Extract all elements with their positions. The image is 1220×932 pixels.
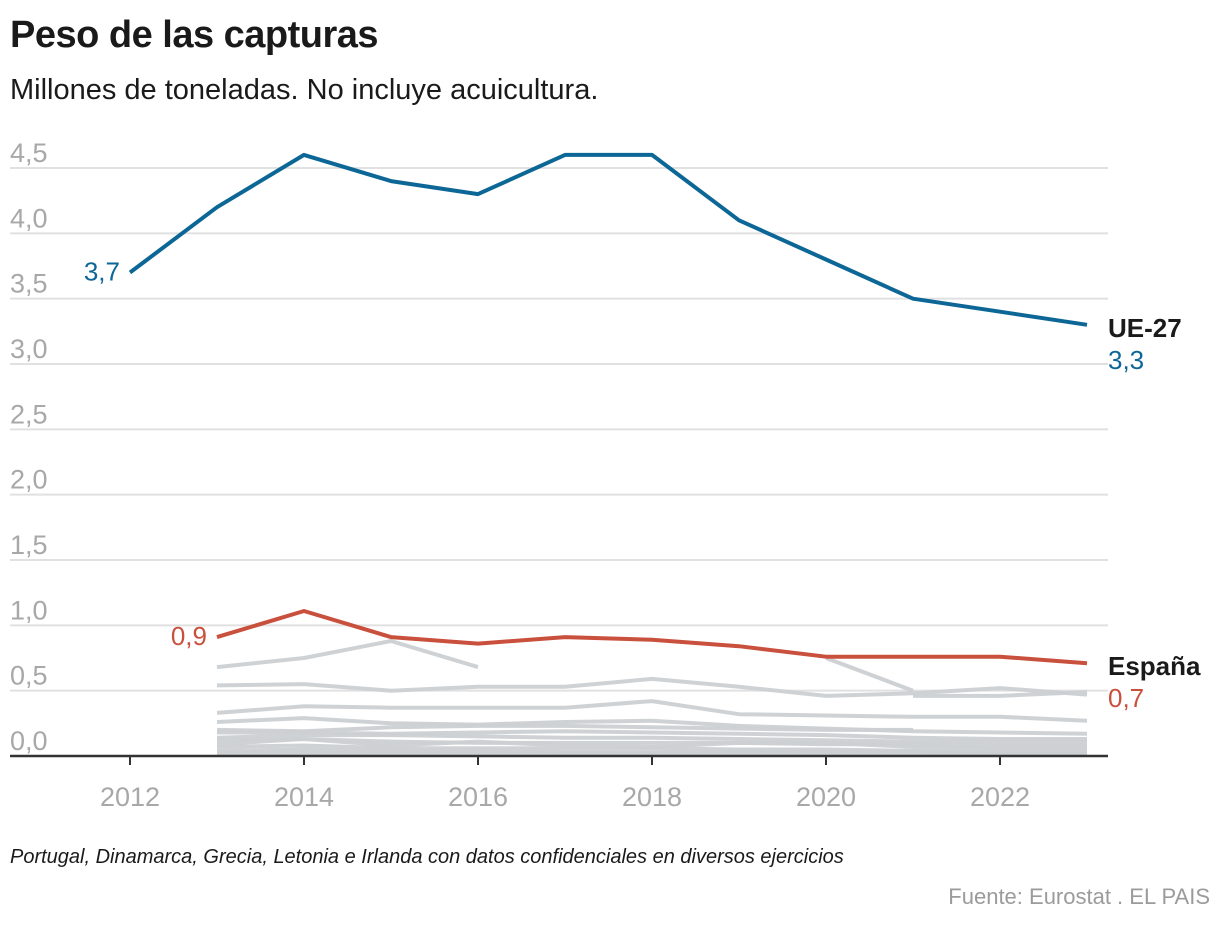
y-tick-label: 2,0 (10, 465, 48, 495)
background-series-line (216, 676, 1088, 698)
y-tick-label: 1,5 (10, 530, 48, 560)
x-axis: 2012 2014 2016 2018 2020 2022 (10, 754, 1108, 812)
x-tick-label: 2012 (100, 782, 160, 812)
background-series-line (825, 656, 914, 693)
end-value-label-ue-27: 3,3 (1108, 345, 1144, 375)
series-line-españa (216, 609, 1088, 666)
series-line-ue-27 (128, 152, 1088, 327)
background-series-line (216, 699, 1088, 723)
y-tick-label: 1,0 (10, 595, 48, 625)
y-tick-label: 4,0 (10, 203, 48, 233)
background-series-line (216, 737, 1087, 748)
background-series-line (216, 733, 1087, 744)
y-tick-label: 3,5 (10, 269, 48, 299)
y-tick-label: 2,5 (10, 399, 48, 429)
x-tick-label: 2014 (274, 782, 334, 812)
gridlines (10, 167, 1108, 692)
y-tick-label: 4,5 (10, 138, 48, 168)
start-value-label-españa: 0,9 (171, 621, 207, 651)
chart-subtitle: Millones de toneladas. No incluye acuicu… (10, 74, 599, 106)
x-tick-label: 2022 (970, 782, 1030, 812)
y-tick-label: 3,0 (10, 334, 48, 364)
y-tick-label: 0,0 (10, 726, 48, 756)
highlight-series (128, 152, 1088, 666)
x-tick-label: 2020 (796, 782, 856, 812)
background-series-line (216, 723, 913, 734)
chart-title: Peso de las capturas (10, 14, 379, 56)
start-value-label-ue-27: 3,7 (84, 257, 120, 287)
end-value-label-españa: 0,7 (1108, 683, 1144, 713)
x-tick-label: 2016 (448, 782, 508, 812)
background-series-line (216, 716, 1088, 736)
series-name-label-ue-27: UE-27 (1108, 313, 1182, 343)
footnote: Portugal, Dinamarca, Grecia, Letonia e I… (10, 846, 844, 868)
background-series-line (913, 690, 1088, 698)
y-axis-tick-labels: 0,0 0,5 1,0 1,5 2,0 2,5 3,0 3,5 4,0 4,5 (10, 138, 48, 756)
source-credit: Fuente: Eurostat . EL PAIS (948, 884, 1210, 909)
x-tick-label: 2018 (622, 782, 682, 812)
y-tick-label: 0,5 (10, 661, 48, 691)
series-name-label-españa: España (1108, 651, 1201, 681)
background-series-line (217, 751, 1087, 757)
background-series (216, 639, 1088, 757)
background-series-line (216, 639, 479, 670)
